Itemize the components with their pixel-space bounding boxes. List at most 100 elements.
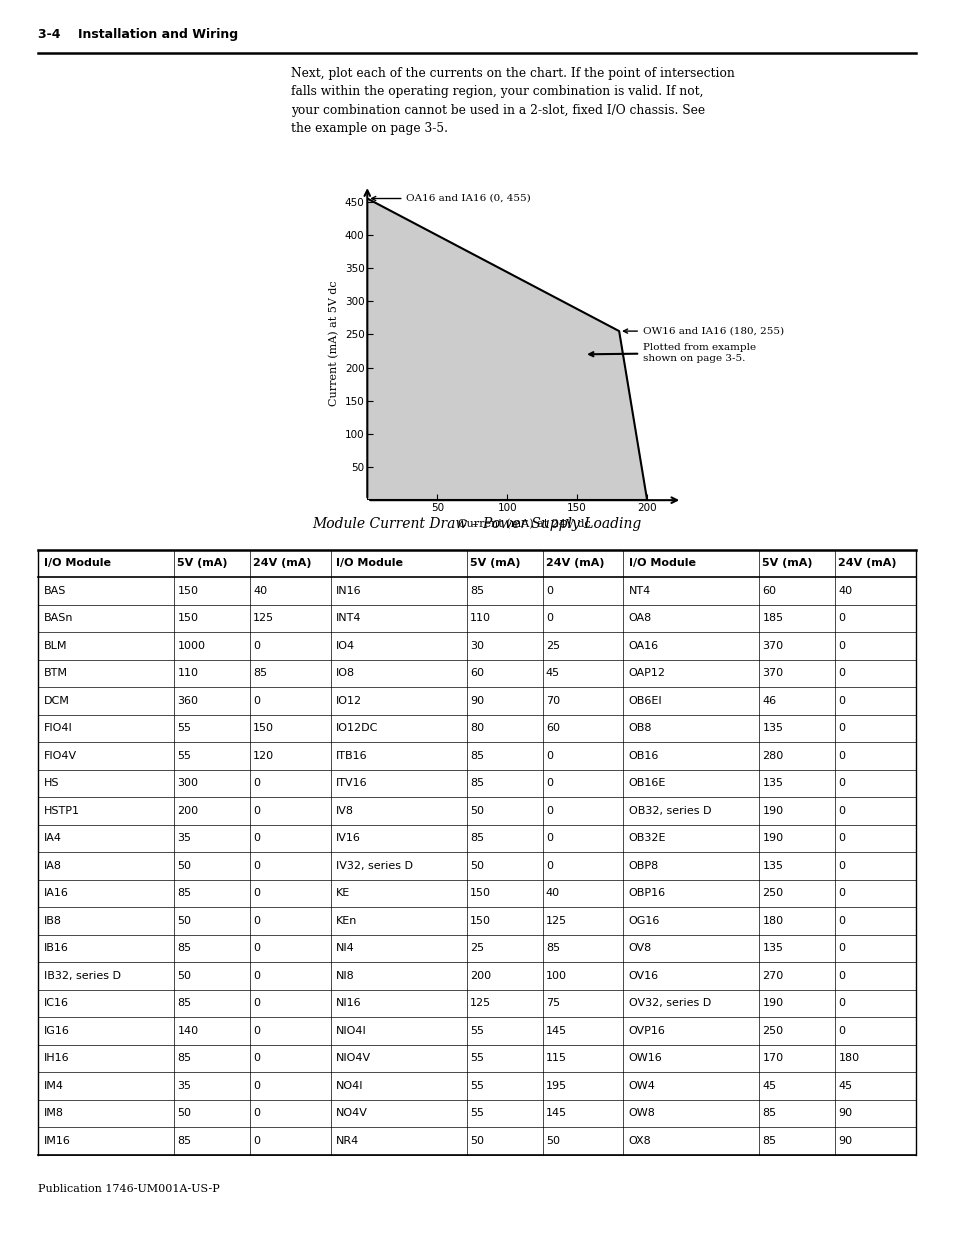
Text: 0: 0 <box>545 585 552 595</box>
Text: 0: 0 <box>838 888 844 898</box>
Text: 0: 0 <box>838 806 844 816</box>
Text: IO12DC: IO12DC <box>335 724 378 734</box>
Text: 370: 370 <box>761 668 782 678</box>
Text: IC16: IC16 <box>44 998 69 1009</box>
Text: 90: 90 <box>838 1136 852 1146</box>
Text: IO8: IO8 <box>335 668 355 678</box>
Text: 110: 110 <box>177 668 198 678</box>
Text: 0: 0 <box>838 641 844 651</box>
Text: NO4V: NO4V <box>335 1109 368 1119</box>
Text: 0: 0 <box>253 998 260 1009</box>
Text: 50: 50 <box>177 1109 192 1119</box>
Text: ITB16: ITB16 <box>335 751 368 761</box>
Text: 50: 50 <box>470 1136 483 1146</box>
Text: 0: 0 <box>838 998 844 1009</box>
Text: IB8: IB8 <box>44 916 62 926</box>
Text: OW16: OW16 <box>628 1053 661 1063</box>
Text: 85: 85 <box>470 585 483 595</box>
Polygon shape <box>367 199 646 500</box>
Text: 55: 55 <box>470 1053 483 1063</box>
Text: OV32, series D: OV32, series D <box>628 998 710 1009</box>
Text: I/O Module: I/O Module <box>628 558 695 568</box>
Text: IA16: IA16 <box>44 888 69 898</box>
Text: 60: 60 <box>470 668 483 678</box>
Text: 55: 55 <box>177 751 192 761</box>
Text: 0: 0 <box>253 695 260 706</box>
Text: 0: 0 <box>838 668 844 678</box>
Text: OG16: OG16 <box>628 916 659 926</box>
Text: 125: 125 <box>253 614 274 624</box>
Text: 0: 0 <box>838 751 844 761</box>
Text: 35: 35 <box>177 1081 192 1091</box>
Text: 0: 0 <box>838 614 844 624</box>
Text: OBP8: OBP8 <box>628 861 659 871</box>
Text: 250: 250 <box>761 888 782 898</box>
Text: 110: 110 <box>470 614 491 624</box>
Text: DCM: DCM <box>44 695 70 706</box>
Text: 0: 0 <box>838 695 844 706</box>
Text: 40: 40 <box>253 585 267 595</box>
Text: 25: 25 <box>470 944 483 953</box>
Text: 120: 120 <box>253 751 274 761</box>
Text: 0: 0 <box>838 944 844 953</box>
Text: IM4: IM4 <box>44 1081 64 1091</box>
Text: 45: 45 <box>761 1081 776 1091</box>
Text: 190: 190 <box>761 834 782 844</box>
Text: IA4: IA4 <box>44 834 62 844</box>
Text: 180: 180 <box>838 1053 859 1063</box>
Text: IH16: IH16 <box>44 1053 70 1063</box>
Text: NO4I: NO4I <box>335 1081 363 1091</box>
Text: OA16 and IA16 (0, 455): OA16 and IA16 (0, 455) <box>372 194 531 203</box>
Text: 70: 70 <box>545 695 559 706</box>
Text: IN16: IN16 <box>335 585 361 595</box>
Text: 200: 200 <box>470 971 491 981</box>
Text: 0: 0 <box>545 751 552 761</box>
Text: 5V (mA): 5V (mA) <box>761 558 812 568</box>
Text: 85: 85 <box>253 668 267 678</box>
Text: NI8: NI8 <box>335 971 355 981</box>
Text: 0: 0 <box>253 861 260 871</box>
Y-axis label: Current (mA) at 5V dc: Current (mA) at 5V dc <box>329 280 339 405</box>
Text: 85: 85 <box>177 888 192 898</box>
Text: 0: 0 <box>253 888 260 898</box>
Text: IM8: IM8 <box>44 1109 64 1119</box>
Text: OBP16: OBP16 <box>628 888 665 898</box>
Text: 0: 0 <box>253 971 260 981</box>
Text: 50: 50 <box>177 861 192 871</box>
Text: 50: 50 <box>177 971 192 981</box>
Text: 135: 135 <box>761 724 782 734</box>
Text: OX8: OX8 <box>628 1136 651 1146</box>
Text: 190: 190 <box>761 998 782 1009</box>
Text: IO4: IO4 <box>335 641 355 651</box>
Text: HSTP1: HSTP1 <box>44 806 79 816</box>
Text: Module Current Draw – Power Supply Loading: Module Current Draw – Power Supply Loadi… <box>312 516 641 531</box>
Text: 0: 0 <box>545 806 552 816</box>
Text: 185: 185 <box>761 614 782 624</box>
Text: I/O Module: I/O Module <box>44 558 111 568</box>
Text: 0: 0 <box>253 806 260 816</box>
Text: NIO4I: NIO4I <box>335 1026 367 1036</box>
Text: 0: 0 <box>253 1026 260 1036</box>
Text: 60: 60 <box>545 724 559 734</box>
Text: OB32, series D: OB32, series D <box>628 806 711 816</box>
Text: 85: 85 <box>177 998 192 1009</box>
Text: 150: 150 <box>470 916 491 926</box>
Text: 0: 0 <box>253 944 260 953</box>
Text: 5V (mA): 5V (mA) <box>177 558 228 568</box>
Text: 0: 0 <box>253 1136 260 1146</box>
Text: I/O Module: I/O Module <box>335 558 403 568</box>
Text: 0: 0 <box>545 834 552 844</box>
Text: BTM: BTM <box>44 668 68 678</box>
Text: IV32, series D: IV32, series D <box>335 861 413 871</box>
Text: 3-4    Installation and Wiring: 3-4 Installation and Wiring <box>38 28 238 41</box>
Text: 200: 200 <box>177 806 198 816</box>
Text: 85: 85 <box>177 1136 192 1146</box>
Text: IO12: IO12 <box>335 695 362 706</box>
Text: OB6EI: OB6EI <box>628 695 661 706</box>
Text: 125: 125 <box>545 916 566 926</box>
Text: NT4: NT4 <box>628 585 650 595</box>
Text: 1000: 1000 <box>177 641 205 651</box>
Text: 0: 0 <box>545 614 552 624</box>
Text: 270: 270 <box>761 971 783 981</box>
Text: 85: 85 <box>545 944 559 953</box>
